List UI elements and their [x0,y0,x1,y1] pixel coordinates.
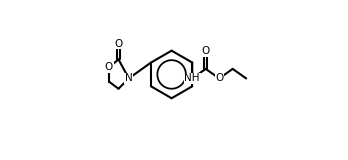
Text: NH: NH [184,73,200,83]
Text: O: O [215,73,223,83]
Text: N: N [125,73,133,83]
Text: O: O [114,39,122,48]
Text: O: O [201,46,210,56]
Text: O: O [105,62,113,72]
